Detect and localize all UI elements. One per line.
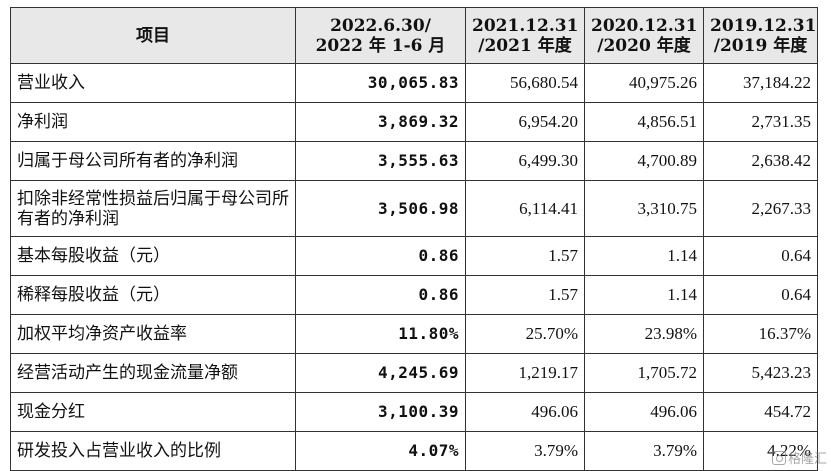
row-label: 扣除非经常性损益后归属于母公司所有者的净利润 <box>10 180 296 237</box>
cell-2022h1: 4.07% <box>295 431 466 471</box>
cell-2020: 496.06 <box>584 392 704 432</box>
table-row: 加权平均净资产收益率 11.80% 25.70% 23.98% 16.37% <box>10 314 818 354</box>
row-label: 营业收入 <box>10 63 296 103</box>
cell-2019: 0.64 <box>703 236 818 276</box>
cell-2019: 16.37% <box>703 314 818 354</box>
row-label: 稀释每股收益（元） <box>10 275 296 315</box>
cell-2021: 1.57 <box>465 236 585 276</box>
row-label: 研发投入占营业收入的比例 <box>10 431 296 471</box>
cell-2021: 25.70% <box>465 314 585 354</box>
header-row: 项目 2022.6.30/2022 年 1-6 月 2021.12.31/202… <box>10 7 818 64</box>
header-2021: 2021.12.31/2021 年度 <box>465 7 585 64</box>
cell-2022h1: 3,869.32 <box>295 102 466 142</box>
cell-2021: 496.06 <box>465 392 585 432</box>
cell-2022h1: 11.80% <box>295 314 466 354</box>
row-label: 经营活动产生的现金流量净额 <box>10 353 296 393</box>
cell-2020: 1,705.72 <box>584 353 704 393</box>
table-row: 经营活动产生的现金流量净额 4,245.69 1,219.17 1,705.72… <box>10 353 818 393</box>
row-label: 加权平均净资产收益率 <box>10 314 296 354</box>
cell-2020: 3.79% <box>584 431 704 471</box>
cell-2020: 1.14 <box>584 275 704 315</box>
cell-2021: 3.79% <box>465 431 585 471</box>
table-row: 研发投入占营业收入的比例 4.07% 3.79% 3.79% 4.22% <box>10 431 818 471</box>
header-2022h1: 2022.6.30/2022 年 1-6 月 <box>295 7 466 64</box>
cell-2020: 4,700.89 <box>584 141 704 181</box>
cell-2021: 6,954.20 <box>465 102 585 142</box>
table-row: 基本每股收益（元） 0.86 1.57 1.14 0.64 <box>10 236 818 276</box>
watermark: 格隆汇 <box>771 448 827 467</box>
cell-2019: 0.64 <box>703 275 818 315</box>
cell-2019: 2,731.35 <box>703 102 818 142</box>
cell-2022h1: 0.86 <box>295 275 466 315</box>
table-row: 净利润 3,869.32 6,954.20 4,856.51 2,731.35 <box>10 102 818 142</box>
table-row: 扣除非经常性损益后归属于母公司所有者的净利润 3,506.98 6,114.41… <box>10 180 818 237</box>
cell-2021: 6,499.30 <box>465 141 585 181</box>
cell-2022h1: 30,065.83 <box>295 63 466 103</box>
row-label: 现金分红 <box>10 392 296 432</box>
cell-2020: 40,975.26 <box>584 63 704 103</box>
cell-2022h1: 3,506.98 <box>295 180 466 237</box>
row-label: 净利润 <box>10 102 296 142</box>
cell-2021: 1,219.17 <box>465 353 585 393</box>
cell-2019: 2,638.42 <box>703 141 818 181</box>
cell-2022h1: 4,245.69 <box>295 353 466 393</box>
cell-2019: 5,423.23 <box>703 353 818 393</box>
financial-summary-table: 项目 2022.6.30/2022 年 1-6 月 2021.12.31/202… <box>10 7 818 471</box>
cell-2021: 1.57 <box>465 275 585 315</box>
cell-2022h1: 3,555.63 <box>295 141 466 181</box>
cell-2022h1: 0.86 <box>295 236 466 276</box>
cell-2019: 2,267.33 <box>703 180 818 237</box>
table-row: 现金分红 3,100.39 496.06 496.06 454.72 <box>10 392 818 432</box>
table-header: 项目 2022.6.30/2022 年 1-6 月 2021.12.31/202… <box>10 7 818 64</box>
row-label: 归属于母公司所有者的净利润 <box>10 141 296 181</box>
cell-2021: 6,114.41 <box>465 180 585 237</box>
table-body: 营业收入 30,065.83 56,680.54 40,975.26 37,18… <box>10 63 818 471</box>
cell-2020: 4,856.51 <box>584 102 704 142</box>
cell-2022h1: 3,100.39 <box>295 392 466 432</box>
cell-2021: 56,680.54 <box>465 63 585 103</box>
header-item: 项目 <box>10 7 296 64</box>
table-row: 归属于母公司所有者的净利润 3,555.63 6,499.30 4,700.89… <box>10 141 818 181</box>
table-row: 营业收入 30,065.83 56,680.54 40,975.26 37,18… <box>10 63 818 103</box>
watermark-text: 格隆汇 <box>787 452 827 467</box>
cell-2019: 454.72 <box>703 392 818 432</box>
cell-2020: 1.14 <box>584 236 704 276</box>
cell-2019: 37,184.22 <box>703 63 818 103</box>
cell-2020: 3,310.75 <box>584 180 704 237</box>
watermark-logo-icon <box>771 450 786 465</box>
header-2019: 2019.12.31/2019 年度 <box>703 7 818 64</box>
table-row: 稀释每股收益（元） 0.86 1.57 1.14 0.64 <box>10 275 818 315</box>
cell-2020: 23.98% <box>584 314 704 354</box>
header-2020: 2020.12.31/2020 年度 <box>584 7 704 64</box>
row-label: 基本每股收益（元） <box>10 236 296 276</box>
